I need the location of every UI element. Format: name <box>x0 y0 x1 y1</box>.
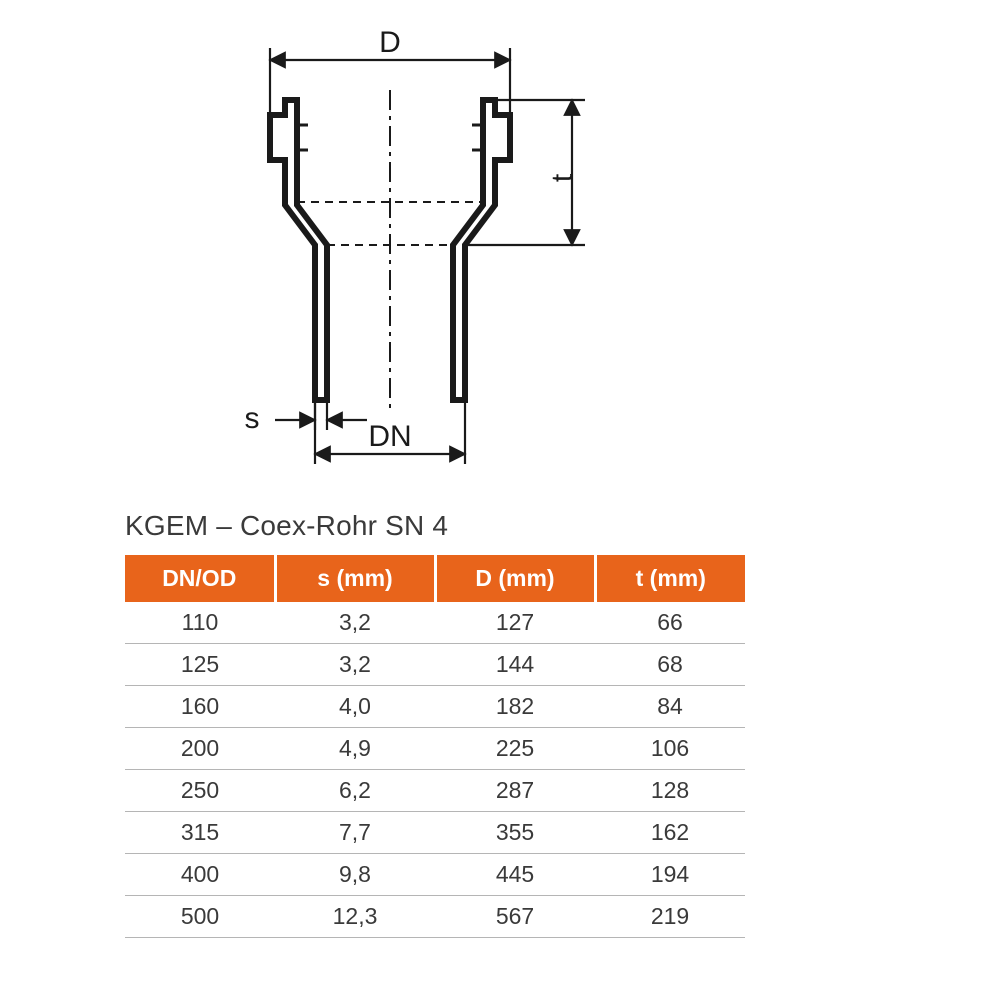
table-cell: 125 <box>125 644 275 686</box>
table-header-row: DN/OD s (mm) D (mm) t (mm) <box>125 555 745 602</box>
table-cell: 3,2 <box>275 644 435 686</box>
col-header: s (mm) <box>275 555 435 602</box>
table-cell: 6,2 <box>275 770 435 812</box>
table-row: 2004,9225106 <box>125 728 745 770</box>
table-cell: 128 <box>595 770 745 812</box>
table-cell: 194 <box>595 854 745 896</box>
dim-label-t: t <box>546 173 579 182</box>
table-cell: 355 <box>435 812 595 854</box>
spec-table: DN/OD s (mm) D (mm) t (mm) 1103,21276612… <box>125 555 745 938</box>
table-cell: 400 <box>125 854 275 896</box>
table-cell: 4,9 <box>275 728 435 770</box>
table-row: 1253,214468 <box>125 644 745 686</box>
table-cell: 110 <box>125 602 275 644</box>
table-cell: 127 <box>435 602 595 644</box>
table-cell: 250 <box>125 770 275 812</box>
table-row: 1103,212766 <box>125 602 745 644</box>
dim-label-DN: DN <box>368 420 411 453</box>
table-cell: 182 <box>435 686 595 728</box>
table-cell: 9,8 <box>275 854 435 896</box>
table-cell: 567 <box>435 896 595 938</box>
table-cell: 287 <box>435 770 595 812</box>
table-row: 1604,018284 <box>125 686 745 728</box>
col-header: DN/OD <box>125 555 275 602</box>
table-cell: 225 <box>435 728 595 770</box>
table-title: KGEM – Coex-Rohr SN 4 <box>125 510 448 542</box>
table-cell: 160 <box>125 686 275 728</box>
table-cell: 84 <box>595 686 745 728</box>
table-row: 3157,7355162 <box>125 812 745 854</box>
pipe-cross-section-diagram: D t s DN <box>190 30 670 470</box>
dim-label-D: D <box>379 30 401 59</box>
table-row: 4009,8445194 <box>125 854 745 896</box>
table-cell: 200 <box>125 728 275 770</box>
table-cell: 219 <box>595 896 745 938</box>
table-cell: 7,7 <box>275 812 435 854</box>
table-cell: 445 <box>435 854 595 896</box>
table-cell: 144 <box>435 644 595 686</box>
table-cell: 68 <box>595 644 745 686</box>
table-cell: 3,2 <box>275 602 435 644</box>
table-cell: 12,3 <box>275 896 435 938</box>
table-cell: 66 <box>595 602 745 644</box>
table-cell: 4,0 <box>275 686 435 728</box>
table-row: 2506,2287128 <box>125 770 745 812</box>
col-header: D (mm) <box>435 555 595 602</box>
table-cell: 106 <box>595 728 745 770</box>
table-row: 50012,3567219 <box>125 896 745 938</box>
dim-label-s: s <box>245 402 260 435</box>
col-header: t (mm) <box>595 555 745 602</box>
table-cell: 500 <box>125 896 275 938</box>
table-cell: 162 <box>595 812 745 854</box>
table-cell: 315 <box>125 812 275 854</box>
